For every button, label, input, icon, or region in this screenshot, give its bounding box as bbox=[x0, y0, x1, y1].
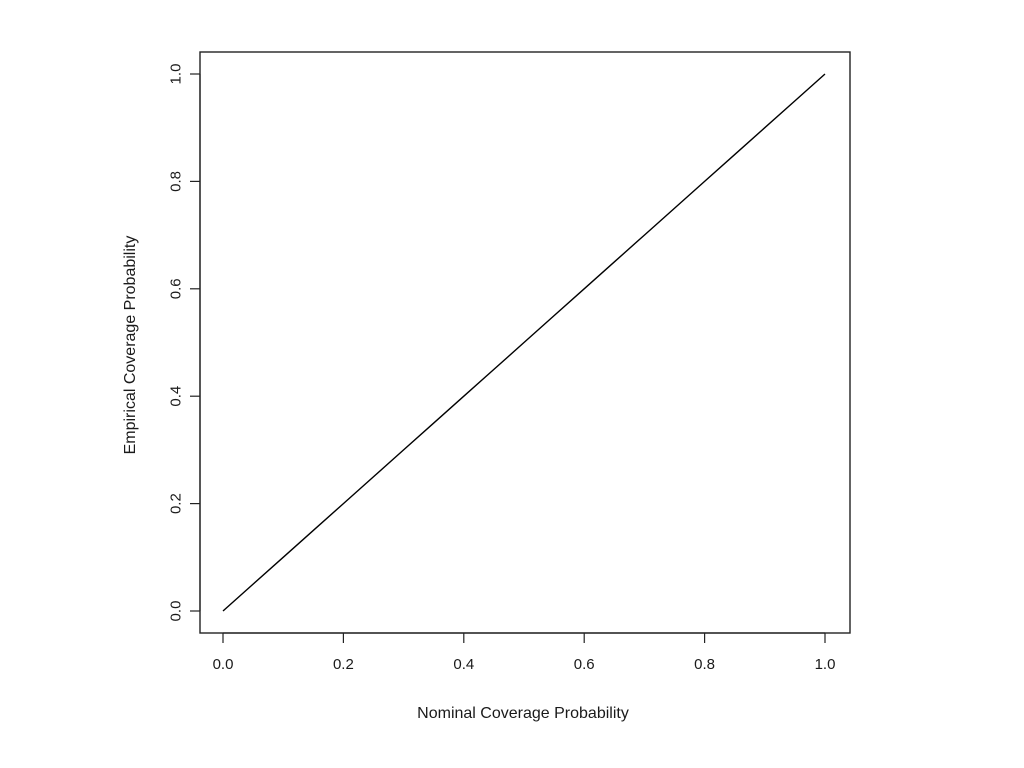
y-tick-label: 1.0 bbox=[168, 64, 185, 85]
x-axis-title: Nominal Coverage Probability bbox=[417, 705, 629, 722]
series-line bbox=[222, 73, 826, 612]
x-tick-label: 1.0 bbox=[815, 656, 836, 673]
y-axis: 0.0 0.2 0.4 0.6 0.8 1.0 bbox=[168, 64, 201, 622]
y-tick-label: 0.0 bbox=[168, 601, 185, 622]
x-tick-label: 0.0 bbox=[213, 656, 234, 673]
x-axis: 0.0 0.2 0.4 0.6 0.8 1.0 bbox=[213, 632, 836, 673]
y-tick-label: 0.4 bbox=[168, 386, 185, 407]
x-tick-label: 0.6 bbox=[574, 656, 595, 673]
x-tick-label: 0.2 bbox=[333, 656, 354, 673]
y-tick-label: 0.8 bbox=[168, 171, 185, 192]
y-tick-label: 0.2 bbox=[168, 493, 185, 514]
y-tick-label: 0.6 bbox=[168, 278, 185, 299]
x-tick-label: 0.8 bbox=[694, 656, 715, 673]
x-tick-label: 0.4 bbox=[453, 656, 474, 673]
series-layer bbox=[222, 73, 826, 612]
y-axis-title: Empirical Coverage Probability bbox=[122, 236, 139, 455]
